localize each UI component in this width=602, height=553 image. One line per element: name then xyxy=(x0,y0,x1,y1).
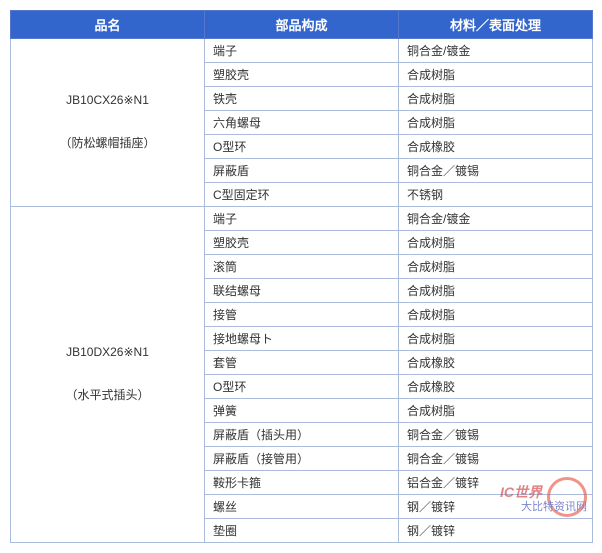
component-cell: 滚筒 xyxy=(205,255,399,279)
component-cell: 接地螺母ト xyxy=(205,327,399,351)
table-header-row: 品名 部品构成 材料／表面处理 xyxy=(11,11,593,39)
table-row: JB10DX26※N1（水平式插头）端子铜合金/镀金 xyxy=(11,207,593,231)
component-cell: 联结螺母 xyxy=(205,279,399,303)
component-cell: 弹簧 xyxy=(205,399,399,423)
material-cell: 钢／镀锌 xyxy=(399,519,593,543)
material-cell: 合成橡胶 xyxy=(399,351,593,375)
material-cell: 合成树脂 xyxy=(399,327,593,351)
material-cell: 合成树脂 xyxy=(399,255,593,279)
product-name-cell: JB10CX26※N1 （防松螺帽插座） xyxy=(11,39,205,207)
material-cell: 合成树脂 xyxy=(399,111,593,135)
material-cell: 不锈钢 xyxy=(399,183,593,207)
component-cell: 鞍形卡箍 xyxy=(205,471,399,495)
material-cell: 钢／镀锌 xyxy=(399,495,593,519)
product-name-cell: JB10DX26※N1 （水平式插头） xyxy=(11,207,205,543)
material-cell: 合成树脂 xyxy=(399,231,593,255)
component-cell: 屏蔽盾 xyxy=(205,159,399,183)
material-cell: 铜合金／镀锡 xyxy=(399,159,593,183)
component-cell: 塑胶壳 xyxy=(205,231,399,255)
header-component: 部品构成 xyxy=(205,11,399,39)
component-cell: 套管 xyxy=(205,351,399,375)
material-cell: 合成橡胶 xyxy=(399,135,593,159)
component-cell: 接管 xyxy=(205,303,399,327)
table-row: JB10CX26※N1（防松螺帽插座）端子铜合金/镀金 xyxy=(11,39,593,63)
material-cell: 合成树脂 xyxy=(399,399,593,423)
component-cell: 塑胶壳 xyxy=(205,63,399,87)
header-product-name: 品名 xyxy=(11,11,205,39)
material-cell: 铝合金／镀锌 xyxy=(399,471,593,495)
component-cell: 端子 xyxy=(205,39,399,63)
specification-table: 品名 部品构成 材料／表面处理 JB10CX26※N1（防松螺帽插座）端子铜合金… xyxy=(10,10,593,543)
material-cell: 铜合金／镀锡 xyxy=(399,447,593,471)
component-cell: 屏蔽盾（接管用） xyxy=(205,447,399,471)
material-cell: 合成树脂 xyxy=(399,63,593,87)
material-cell: 合成橡胶 xyxy=(399,375,593,399)
material-cell: 合成树脂 xyxy=(399,303,593,327)
component-cell: 铁壳 xyxy=(205,87,399,111)
product-model: JB10CX26※N1 xyxy=(19,90,196,112)
component-cell: 屏蔽盾（插头用） xyxy=(205,423,399,447)
product-description: （水平式插头） xyxy=(19,385,196,407)
header-material: 材料／表面处理 xyxy=(399,11,593,39)
material-cell: 合成树脂 xyxy=(399,279,593,303)
component-cell: 端子 xyxy=(205,207,399,231)
component-cell: 垫圈 xyxy=(205,519,399,543)
component-cell: 六角螺母 xyxy=(205,111,399,135)
component-cell: 螺丝 xyxy=(205,495,399,519)
component-cell: O型环 xyxy=(205,135,399,159)
material-cell: 铜合金/镀金 xyxy=(399,39,593,63)
material-cell: 合成树脂 xyxy=(399,87,593,111)
component-cell: C型固定环 xyxy=(205,183,399,207)
material-cell: 铜合金/镀金 xyxy=(399,207,593,231)
material-cell: 铜合金／镀锡 xyxy=(399,423,593,447)
product-description: （防松螺帽插座） xyxy=(19,133,196,155)
component-cell: O型环 xyxy=(205,375,399,399)
product-model: JB10DX26※N1 xyxy=(19,342,196,364)
